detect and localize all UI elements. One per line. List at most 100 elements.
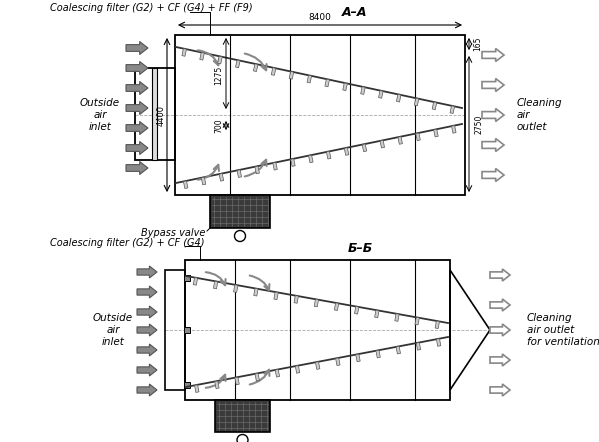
Polygon shape: [437, 339, 441, 346]
Polygon shape: [326, 151, 331, 159]
Bar: [184, 327, 190, 333]
Text: Coalescing filter (G2) + CF (G4): Coalescing filter (G2) + CF (G4): [50, 238, 204, 248]
Polygon shape: [380, 140, 385, 148]
Polygon shape: [137, 364, 157, 376]
Polygon shape: [482, 108, 504, 122]
Polygon shape: [137, 384, 157, 396]
Text: Cleaning
air outlet
for ventilation: Cleaning air outlet for ventilation: [527, 313, 599, 347]
Polygon shape: [316, 362, 320, 370]
Bar: [210, 195, 270, 228]
Polygon shape: [137, 324, 157, 336]
Polygon shape: [126, 122, 148, 134]
Polygon shape: [490, 269, 510, 281]
Bar: [175, 35, 465, 195]
Polygon shape: [396, 347, 401, 354]
Polygon shape: [343, 83, 347, 91]
Polygon shape: [482, 79, 504, 91]
Polygon shape: [183, 181, 188, 189]
Polygon shape: [452, 126, 456, 133]
Text: Cleaning
air
outlet: Cleaning air outlet: [517, 99, 562, 132]
Polygon shape: [237, 170, 241, 178]
Text: 700: 700: [214, 119, 223, 133]
Polygon shape: [126, 61, 148, 75]
Polygon shape: [214, 381, 219, 389]
Polygon shape: [126, 141, 148, 155]
Polygon shape: [182, 49, 186, 56]
Polygon shape: [490, 354, 510, 366]
Polygon shape: [295, 366, 300, 373]
Polygon shape: [398, 137, 403, 144]
Polygon shape: [137, 344, 157, 356]
Text: Outside
air
inlet: Outside air inlet: [93, 313, 133, 347]
Polygon shape: [415, 317, 419, 325]
Bar: [152, 68, 157, 160]
Bar: [184, 382, 190, 388]
Polygon shape: [137, 306, 157, 318]
Polygon shape: [482, 49, 504, 61]
Polygon shape: [415, 98, 419, 106]
Polygon shape: [254, 288, 258, 296]
Text: Б–Б: Б–Б: [347, 241, 373, 255]
Polygon shape: [432, 102, 437, 110]
Text: Outside
air
inlet: Outside air inlet: [80, 99, 120, 132]
Polygon shape: [325, 79, 329, 87]
Polygon shape: [435, 321, 440, 328]
Text: 1275: 1275: [214, 65, 223, 84]
Polygon shape: [137, 266, 157, 278]
Bar: [185, 260, 450, 400]
Polygon shape: [307, 75, 311, 83]
Polygon shape: [335, 358, 340, 366]
Polygon shape: [234, 285, 238, 293]
Polygon shape: [434, 129, 438, 137]
Polygon shape: [344, 148, 349, 155]
Polygon shape: [362, 144, 367, 152]
Bar: [135, 68, 175, 160]
Polygon shape: [490, 299, 510, 311]
Polygon shape: [235, 60, 240, 68]
Polygon shape: [395, 314, 399, 321]
Polygon shape: [253, 64, 258, 72]
Polygon shape: [379, 91, 383, 98]
Polygon shape: [273, 162, 277, 170]
Polygon shape: [334, 303, 338, 310]
Bar: [184, 275, 190, 281]
Polygon shape: [450, 106, 455, 114]
Polygon shape: [490, 384, 510, 396]
Polygon shape: [201, 177, 206, 185]
Text: 2750: 2750: [475, 114, 484, 133]
Text: 260: 260: [232, 210, 248, 219]
Text: Coalescing filter (G2) + CF (G4) + FF (F9): Coalescing filter (G2) + CF (G4) + FF (F…: [50, 3, 253, 13]
Polygon shape: [482, 138, 504, 152]
Polygon shape: [195, 385, 199, 392]
Polygon shape: [137, 286, 157, 298]
Polygon shape: [314, 299, 319, 307]
Polygon shape: [355, 306, 359, 314]
Polygon shape: [356, 354, 360, 362]
Polygon shape: [235, 377, 239, 385]
Bar: [165, 270, 185, 390]
Text: Bypass valve: Bypass valve: [141, 228, 205, 238]
Polygon shape: [374, 310, 379, 318]
Polygon shape: [126, 42, 148, 54]
Polygon shape: [482, 168, 504, 182]
Polygon shape: [255, 166, 259, 174]
Polygon shape: [193, 278, 198, 285]
Polygon shape: [219, 173, 223, 181]
Polygon shape: [213, 281, 218, 289]
Text: A–A: A–A: [342, 5, 368, 19]
Bar: [215, 400, 270, 432]
Polygon shape: [397, 94, 401, 102]
Polygon shape: [291, 159, 295, 166]
Polygon shape: [274, 292, 279, 300]
Polygon shape: [490, 324, 510, 336]
Polygon shape: [217, 56, 222, 64]
Polygon shape: [376, 350, 380, 358]
Polygon shape: [289, 72, 294, 79]
Text: 165: 165: [473, 37, 482, 51]
Polygon shape: [126, 81, 148, 95]
Polygon shape: [308, 155, 313, 163]
Polygon shape: [416, 133, 420, 141]
Polygon shape: [416, 343, 420, 350]
Polygon shape: [200, 53, 204, 60]
Polygon shape: [126, 102, 148, 114]
